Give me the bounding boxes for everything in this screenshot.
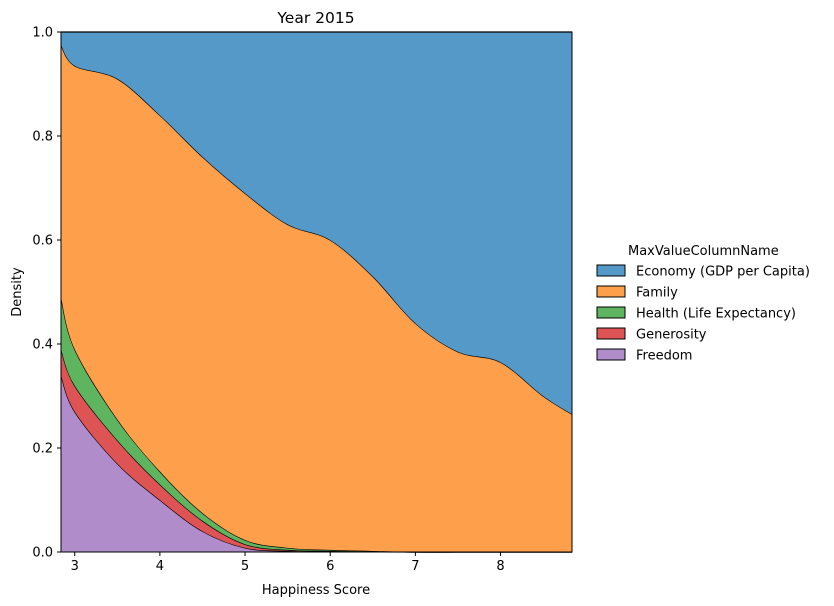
legend-label-generosity: Generosity: [636, 328, 707, 343]
x-tick-label: 5: [241, 559, 249, 574]
x-tick-label: 3: [71, 559, 79, 574]
area-freedom: [61, 375, 572, 553]
x-axis: 3 4 5 6 7 8: [71, 552, 505, 574]
legend-swatch-health-life-expectancy: [596, 306, 626, 319]
legend-label-family: Family: [636, 286, 678, 301]
y-tick-label: 0.2: [32, 442, 53, 457]
chart-title: Year 2015: [276, 9, 354, 27]
legend-swatch-generosity: [596, 327, 626, 340]
legend-label-economy-gdp-per-capita: Economy (GDP per Capita): [636, 265, 810, 280]
y-axis-label: Density: [10, 267, 25, 317]
legend-label-freedom: Freedom: [636, 349, 692, 364]
x-tick-label: 8: [496, 559, 504, 574]
area-economy-gdp-per-capita: [61, 32, 572, 415]
legend-label-health-life-expectancy: Health (Life Expectancy): [636, 307, 796, 322]
x-axis-label: Happiness Score: [262, 583, 370, 598]
legend-title: MaxValueColumnName: [628, 244, 779, 259]
plot-frame: [60, 31, 573, 553]
legend-swatch-freedom: [596, 348, 626, 361]
y-tick-label: 0.6: [32, 234, 53, 249]
x-tick-label: 4: [156, 559, 164, 574]
area-family: [61, 45, 572, 553]
chart-areas: [60, 31, 573, 553]
x-tick-label: 6: [326, 559, 334, 574]
y-tick-label: 0.0: [32, 546, 53, 561]
legend-swatch-economy-gdp-per-capita: [596, 264, 626, 277]
legend-swatch-family: [596, 285, 626, 298]
y-axis: 0.0 0.2 0.4 0.6 0.8 1.0: [32, 26, 61, 561]
legend: MaxValueColumnName Economy (GDP per Capi…: [596, 244, 810, 364]
y-tick-label: 1.0: [32, 26, 53, 41]
y-tick-label: 0.4: [32, 338, 53, 353]
y-tick-label: 0.8: [32, 130, 53, 145]
x-tick-label: 7: [411, 559, 419, 574]
